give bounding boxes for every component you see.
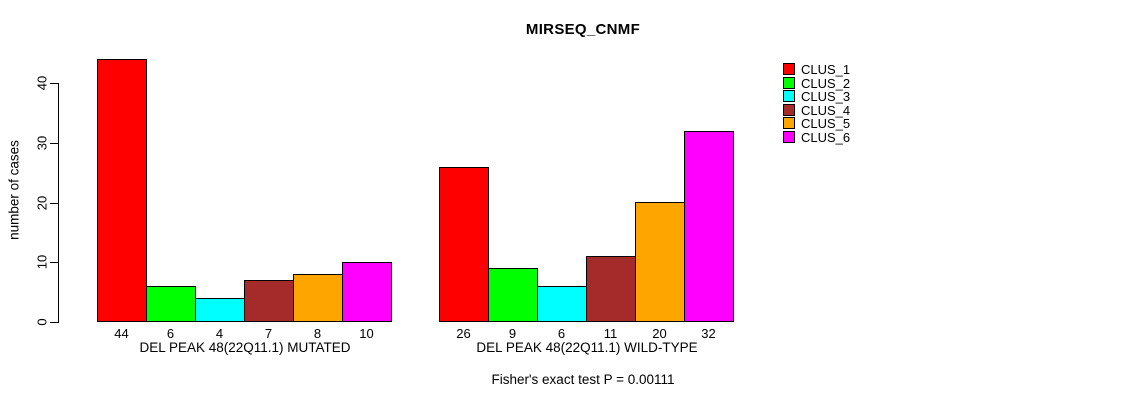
legend-label-clus_3: CLUS_3 xyxy=(801,89,851,104)
legend-swatch-clus_4 xyxy=(783,103,795,116)
legend-swatch-clus_1 xyxy=(783,63,795,75)
chart-title: MIRSEQ_CNMF xyxy=(525,21,641,38)
bar-value-label: 8 xyxy=(313,326,322,341)
bar-clus_6-group2 xyxy=(684,131,734,322)
bar-value-label: 44 xyxy=(114,326,129,341)
bar-clus_5-group1 xyxy=(293,274,343,322)
y-tick-label: 20 xyxy=(34,195,50,211)
y-tick-label: 30 xyxy=(34,135,50,151)
legend-swatch-clus_5 xyxy=(783,117,795,129)
y-tick-mark xyxy=(50,203,58,204)
bar-clus_5-group2 xyxy=(635,202,685,322)
y-tick-mark xyxy=(50,143,58,144)
group-label-mutated: DEL PEAK 48(22Q11.1) MUTATED xyxy=(139,340,351,355)
bar-clus_3-group2 xyxy=(537,286,587,322)
bar-value-label: 10 xyxy=(359,326,374,341)
bar-clus_2-group2 xyxy=(488,268,538,322)
y-tick-mark xyxy=(50,83,58,84)
legend-swatch-clus_3 xyxy=(783,90,795,102)
bar-clus_4-group2 xyxy=(586,256,636,322)
bar-clus_6-group1 xyxy=(342,262,392,322)
bar-clus_2-group1 xyxy=(146,286,196,322)
bar-value-label: 20 xyxy=(652,326,667,341)
bar-value-label: 9 xyxy=(508,326,517,341)
y-tick-label: 40 xyxy=(34,75,50,91)
group-label-wild-type: DEL PEAK 48(22Q11.1) WILD-TYPE xyxy=(476,340,698,355)
annotation-fisher-test: Fisher's exact test P = 0.00111 xyxy=(491,372,675,387)
bar-value-label: 7 xyxy=(264,326,273,341)
bar-value-label: 26 xyxy=(456,326,471,341)
legend-swatch-clus_6 xyxy=(783,130,795,143)
bar-value-label: 6 xyxy=(166,326,175,341)
bar-clus_1-group1 xyxy=(97,59,147,322)
y-tick-mark xyxy=(50,322,58,323)
legend-label-clus_5: CLUS_5 xyxy=(801,116,851,131)
y-tick-label: 0 xyxy=(34,318,50,326)
y-axis-line xyxy=(58,83,59,323)
legend-label-clus_4: CLUS_4 xyxy=(801,102,851,118)
bar-clus_1-group2 xyxy=(439,167,489,322)
bar-clus_4-group1 xyxy=(244,280,294,322)
bar-value-label: 11 xyxy=(603,326,618,341)
y-axis-label: number of cases xyxy=(6,140,22,240)
bar-value-label: 6 xyxy=(557,326,566,341)
bar-value-label: 32 xyxy=(701,326,716,341)
bar-clus_3-group1 xyxy=(195,298,245,322)
y-tick-label: 10 xyxy=(34,254,50,270)
bar-value-label: 4 xyxy=(215,326,224,341)
legend-label-clus_1: CLUS_1 xyxy=(801,62,851,77)
legend-label-clus_2: CLUS_2 xyxy=(801,75,851,91)
legend-swatch-clus_2 xyxy=(783,76,795,89)
legend-label-clus_6: CLUS_6 xyxy=(801,129,851,145)
y-tick-mark xyxy=(50,262,58,263)
